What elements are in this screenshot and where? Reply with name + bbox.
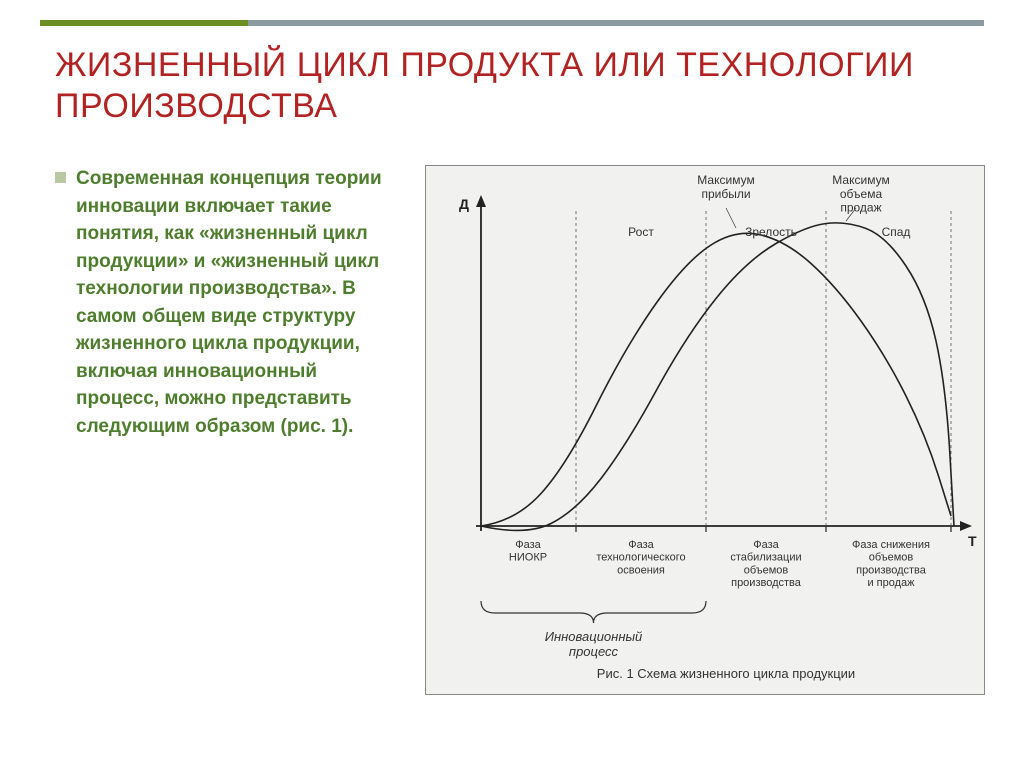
svg-text:Рост: Рост bbox=[628, 225, 654, 239]
rule-seg bbox=[40, 20, 248, 26]
right-column: Д Т Максимумприбыли Максимумобъемапродаж Рос… bbox=[425, 165, 984, 728]
decorative-top-rule bbox=[40, 20, 984, 26]
svg-text:Спад: Спад bbox=[882, 225, 911, 239]
bullet-square-icon bbox=[55, 172, 66, 183]
svg-text:Максимумприбыли: Максимумприбыли bbox=[697, 173, 754, 201]
svg-text:Фаза сниженияобъемовпроизводст: Фаза сниженияобъемовпроизводстваи продаж bbox=[852, 539, 930, 589]
left-column: Современная концепция теории инновации в… bbox=[55, 165, 405, 728]
body-paragraph: Современная концепция теории инновации в… bbox=[76, 165, 405, 440]
svg-text:Фазатехнологическогоосвоения: Фазатехнологическогоосвоения bbox=[596, 539, 685, 576]
svg-text:Рис. 1 Схема жизненного цик: Рис. 1 Схема жизненного цикла продукции bbox=[597, 666, 855, 681]
svg-text:Инновационныйпроцесс: Инновационныйпроцесс bbox=[545, 629, 643, 659]
svg-text:Т: Т bbox=[968, 533, 977, 549]
page-title: ЖИЗНЕННЫЙ ЦИКЛ ПРОДУКТА ИЛИ ТЕХНОЛОГИИ П… bbox=[55, 45, 984, 127]
rule-seg bbox=[701, 20, 984, 26]
svg-text:ФазаНИОКР: ФазаНИОКР bbox=[509, 539, 547, 564]
bullet-item: Современная концепция теории инновации в… bbox=[55, 165, 405, 440]
svg-text:Фазастабилизацииобъемовпроизво: Фазастабилизацииобъемовпроизводства bbox=[730, 539, 801, 589]
content-area: Современная концепция теории инновации в… bbox=[55, 165, 984, 728]
svg-text:Максимумобъемапродаж: Максимумобъемапродаж bbox=[832, 173, 889, 215]
rule-seg bbox=[248, 20, 701, 26]
chart-svg: Д Т Максимумприбыли Максимумобъемапродаж Рос… bbox=[426, 166, 986, 696]
svg-text:Зрелость: Зрелость bbox=[745, 225, 797, 239]
svg-text:Д: Д bbox=[459, 196, 469, 212]
lifecycle-chart: Д Т Максимумприбыли Максимумобъемапродаж Рос… bbox=[425, 165, 985, 695]
